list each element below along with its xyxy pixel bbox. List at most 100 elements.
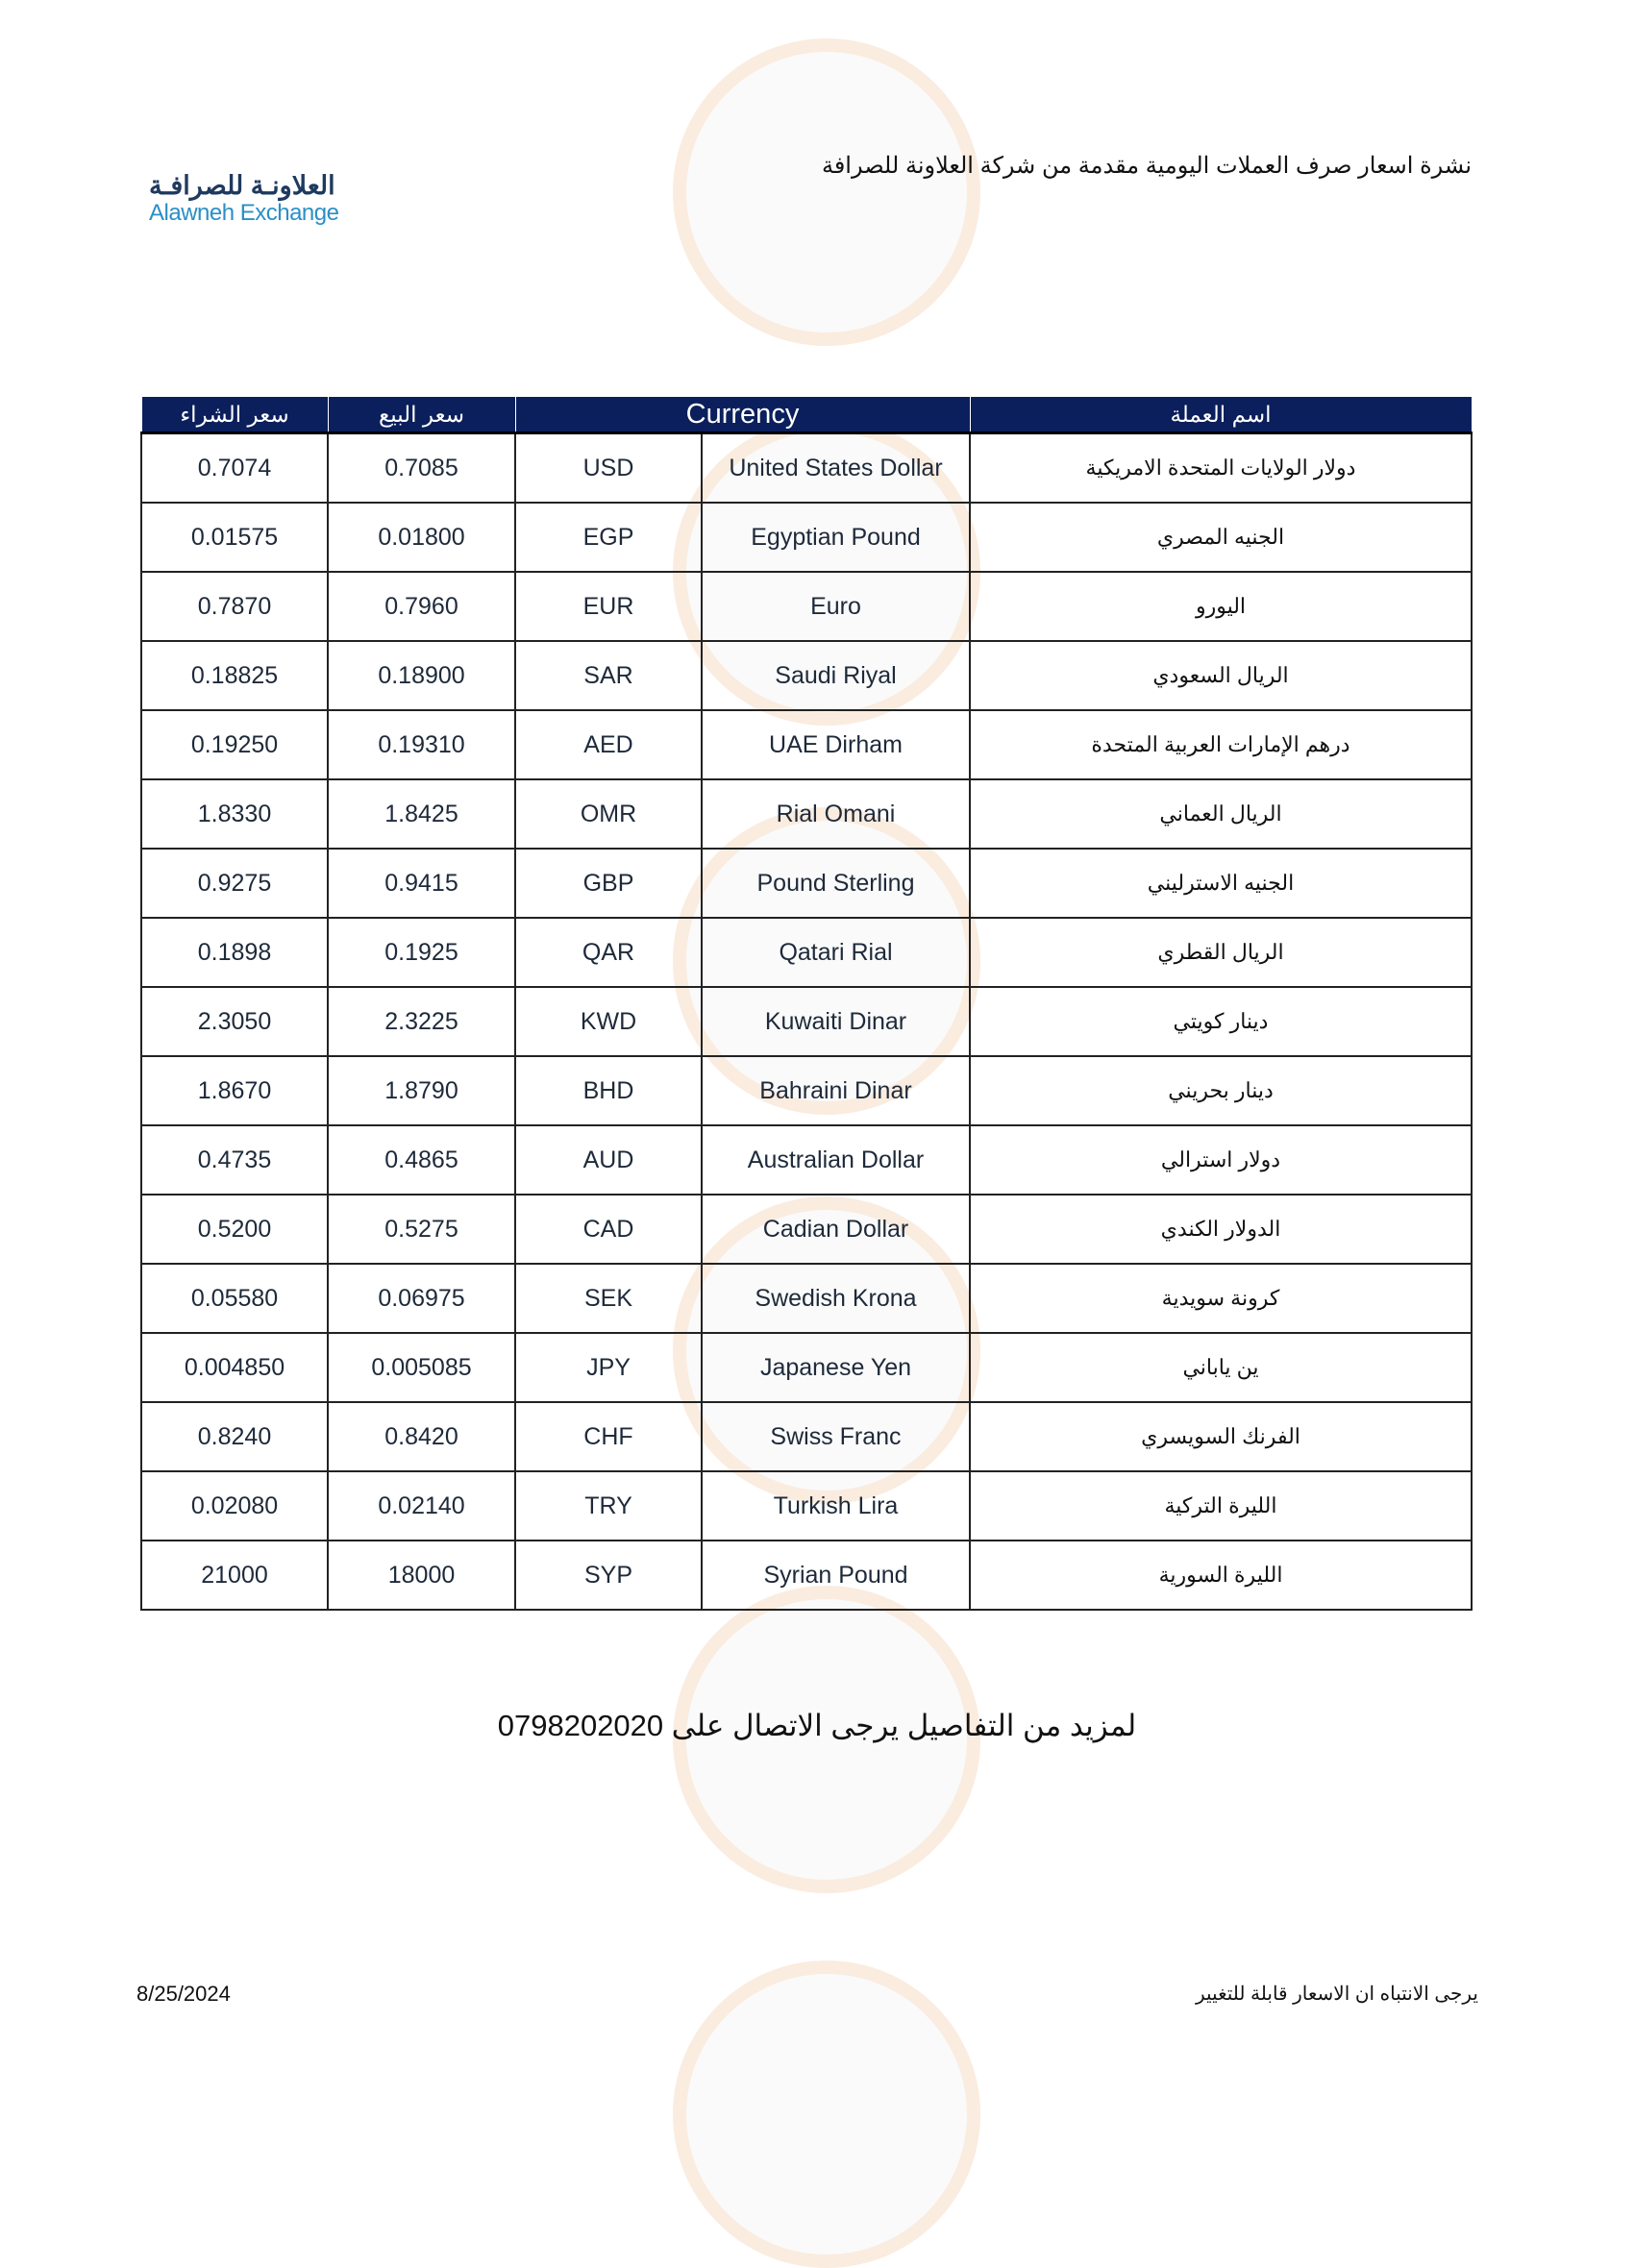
buy-price: 21000: [140, 1540, 329, 1611]
currency-name-ar: درهم الإمارات العربية المتحدة: [969, 709, 1473, 780]
sell-price: 0.01800: [327, 502, 516, 573]
currency-name-ar: ين ياباني: [969, 1332, 1473, 1403]
sell-price: 0.06975: [327, 1263, 516, 1334]
currency-code: TRY: [514, 1470, 703, 1541]
table-row: 0.18825 0.18900 SAR Saudi Riyal الريال السعو…: [140, 640, 1473, 711]
currency-name: Saudi Riyal: [701, 640, 971, 711]
currency-code: EGP: [514, 502, 703, 573]
buy-price: 0.7074: [140, 431, 329, 504]
currency-name: Turkish Lira: [701, 1470, 971, 1541]
currency-name-ar: الليرة التركية: [969, 1470, 1473, 1541]
table-row: 0.7870 0.7960 EUR Euro اليورو: [140, 571, 1473, 642]
sell-price: 0.005085: [327, 1332, 516, 1403]
buy-price: 0.8240: [140, 1401, 329, 1472]
table-row: 0.4735 0.4865 AUD Australian Dollar دولار اس…: [140, 1124, 1473, 1196]
currency-code: AED: [514, 709, 703, 780]
logo-arabic: العلاونـة للصرافـة: [149, 171, 335, 200]
sell-price: 2.3225: [327, 986, 516, 1057]
price-change-note: يرجى الانتباه ان الاسعار قابلة للتغيير: [1195, 1984, 1478, 2005]
table-row: 0.004850 0.005085 JPY Japanese Yen ين ياباني: [140, 1332, 1473, 1403]
sell-price: 0.4865: [327, 1124, 516, 1196]
table-row: 0.1898 0.1925 QAR Qatari Rial الريال القطري: [140, 917, 1473, 988]
currency-name-ar: اليورو: [969, 571, 1473, 642]
table-row: 1.8670 1.8790 BHD Bahraini Dinar دينار بحرين…: [140, 1055, 1473, 1126]
buy-price: 0.19250: [140, 709, 329, 780]
currency-code: USD: [514, 431, 703, 504]
table-row: 0.05580 0.06975 SEK Swedish Krona كرونة سويد…: [140, 1263, 1473, 1334]
page-title: نشرة اسعار صرف العملات اليومية مقدمة من …: [821, 153, 1472, 179]
header-buy: سعر الشراء: [140, 396, 329, 434]
buy-price: 0.02080: [140, 1470, 329, 1541]
header-currency: Currency: [514, 396, 971, 434]
buy-price: 2.3050: [140, 986, 329, 1057]
currency-code: CAD: [514, 1194, 703, 1265]
currency-code: GBP: [514, 848, 703, 919]
currency-code: AUD: [514, 1124, 703, 1196]
sell-price: 0.02140: [327, 1470, 516, 1541]
currency-name: Swiss Franc: [701, 1401, 971, 1472]
table-row: 0.8240 0.8420 CHF Swiss Franc الفرنك السويسر…: [140, 1401, 1473, 1472]
currency-name: Kuwaiti Dinar: [701, 986, 971, 1057]
table-row: 1.8330 1.8425 OMR Rial Omani الريال العماني: [140, 778, 1473, 850]
buy-price: 0.7870: [140, 571, 329, 642]
sell-price: 0.19310: [327, 709, 516, 780]
currency-name: Bahraini Dinar: [701, 1055, 971, 1126]
currency-name: United States Dollar: [701, 431, 971, 504]
header-name-ar: اسم العملة: [969, 396, 1473, 434]
table-header-row: سعر الشراء سعر البيع Currency اسم العملة: [140, 396, 1473, 434]
buy-price: 0.4735: [140, 1124, 329, 1196]
date: 8/25/2024: [136, 1982, 231, 2006]
buy-price: 0.01575: [140, 502, 329, 573]
sell-price: 1.8425: [327, 778, 516, 850]
currency-code: SEK: [514, 1263, 703, 1334]
currency-code: JPY: [514, 1332, 703, 1403]
currency-name-ar: الريال القطري: [969, 917, 1473, 988]
table-row: 0.5200 0.5275 CAD Cadian Dollar الدولار الكن…: [140, 1194, 1473, 1265]
buy-price: 0.004850: [140, 1332, 329, 1403]
table-row: 0.7074 0.7085 USD United States Dollar دولار…: [140, 431, 1473, 504]
currency-name-ar: الفرنك السويسري: [969, 1401, 1473, 1472]
currency-code: EUR: [514, 571, 703, 642]
currency-name-ar: الجنيه الاسترليني: [969, 848, 1473, 919]
buy-price: 0.1898: [140, 917, 329, 988]
sell-price: 0.1925: [327, 917, 516, 988]
table-row: 2.3050 2.3225 KWD Kuwaiti Dinar دينار كويتي: [140, 986, 1473, 1057]
table-row: 0.19250 0.19310 AED UAE Dirham درهم الإمارات…: [140, 709, 1473, 780]
buy-price: 0.05580: [140, 1263, 329, 1334]
sell-price: 0.5275: [327, 1194, 516, 1265]
sell-price: 1.8790: [327, 1055, 516, 1126]
currency-code: BHD: [514, 1055, 703, 1126]
currency-code: QAR: [514, 917, 703, 988]
buy-price: 0.9275: [140, 848, 329, 919]
currency-code: KWD: [514, 986, 703, 1057]
table-row: 0.02080 0.02140 TRY Turkish Lira الليرة التر…: [140, 1470, 1473, 1541]
currency-name-ar: الليرة السورية: [969, 1540, 1473, 1611]
buy-price: 1.8330: [140, 778, 329, 850]
currency-name-ar: دولار استرالي: [969, 1124, 1473, 1196]
currency-name: Egyptian Pound: [701, 502, 971, 573]
currency-name: Japanese Yen: [701, 1332, 971, 1403]
sell-price: 0.7085: [327, 431, 516, 504]
buy-price: 0.18825: [140, 640, 329, 711]
alawneh-logo: العلاونـة للصرافـة Alawneh Exchange: [149, 171, 341, 227]
sell-price: 0.18900: [327, 640, 516, 711]
currency-name-ar: الريال العماني: [969, 778, 1473, 850]
buy-price: 1.8670: [140, 1055, 329, 1126]
currency-name: UAE Dirham: [701, 709, 971, 780]
contact-line: لمزيد من التفاصيل يرجى الاتصال على 07982…: [497, 1709, 1137, 1742]
currency-name: Euro: [701, 571, 971, 642]
logo-english: Alawneh Exchange: [149, 200, 339, 226]
currency-name-ar: الجنيه المصري: [969, 502, 1473, 573]
currency-name: Qatari Rial: [701, 917, 971, 988]
watermark-clock: [673, 1960, 980, 2268]
currency-name-ar: دينار كويتي: [969, 986, 1473, 1057]
currency-code: SYP: [514, 1540, 703, 1611]
currency-name-ar: دينار بحريني: [969, 1055, 1473, 1126]
currency-name: Syrian Pound: [701, 1540, 971, 1611]
table-row: 0.01575 0.01800 EGP Egyptian Pound الجنيه ال…: [140, 502, 1473, 573]
table-row: 0.9275 0.9415 GBP Pound Sterling الجنيه الاس…: [140, 848, 1473, 919]
currency-name: Pound Sterling: [701, 848, 971, 919]
currency-name-ar: دولار الولايات المتحدة الامريكية: [969, 431, 1473, 504]
sell-price: 0.9415: [327, 848, 516, 919]
table-row: 21000 18000 SYP Syrian Pound الليرة السورية: [140, 1540, 1473, 1611]
